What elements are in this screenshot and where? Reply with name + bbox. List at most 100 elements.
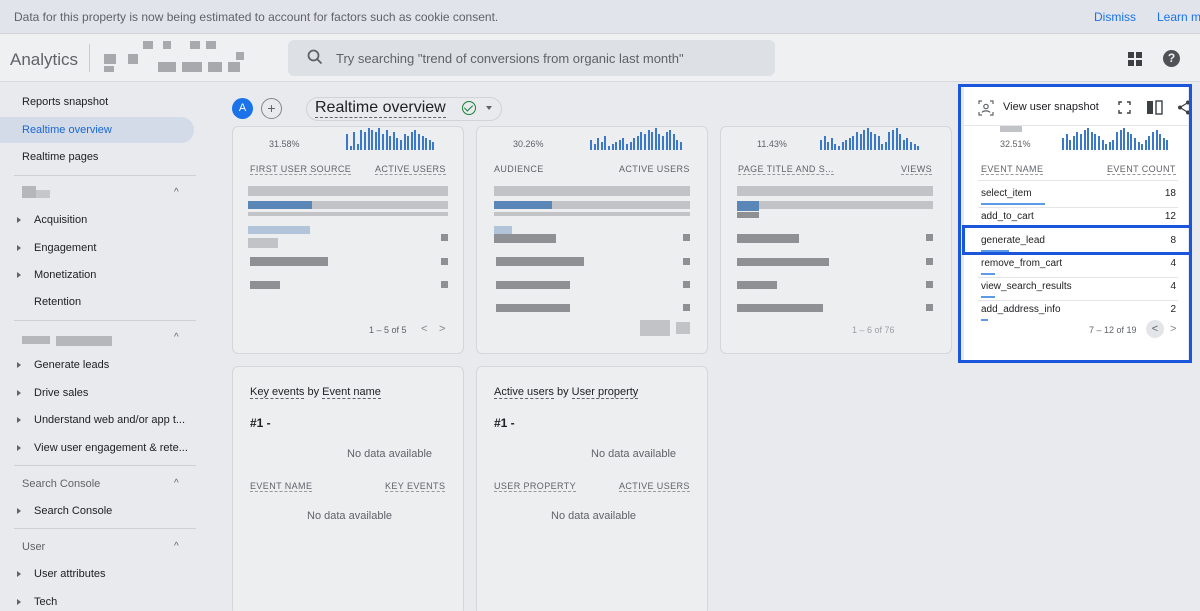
column-header[interactable]: ACTIVE USERS bbox=[619, 164, 690, 174]
sparkline-bar bbox=[644, 134, 646, 150]
sparkline-bar bbox=[1065, 134, 1068, 150]
next-page-icon[interactable]: > bbox=[439, 323, 446, 335]
sidebar-item-retention[interactable]: Retention bbox=[34, 296, 82, 308]
search-bar[interactable] bbox=[288, 40, 775, 76]
sidebar-item-generate-leads[interactable]: Generate leads bbox=[34, 359, 110, 371]
column-header[interactable]: ACTIVE USERS bbox=[619, 481, 690, 492]
column-header[interactable]: USER PROPERTY bbox=[494, 481, 577, 492]
percentage-label: 31.58% bbox=[269, 139, 300, 149]
apps-grid-icon[interactable] bbox=[1128, 52, 1142, 66]
column-header[interactable]: ACTIVE USERS bbox=[375, 164, 446, 175]
view-user-snapshot-button[interactable]: View user snapshot bbox=[1003, 101, 1099, 113]
sparkline-bar bbox=[1080, 134, 1082, 150]
search-icon bbox=[307, 49, 323, 65]
sparkline-bar bbox=[874, 134, 876, 150]
prev-page-icon[interactable]: < bbox=[421, 323, 428, 335]
sparkline-bar bbox=[680, 142, 682, 150]
event-name[interactable]: generate_lead bbox=[981, 235, 1045, 246]
sidebar-item-search-console[interactable]: Search Console bbox=[34, 505, 113, 517]
sparkline-bar bbox=[432, 142, 435, 150]
event-name[interactable]: add_address_info bbox=[981, 304, 1061, 315]
realtime-title-pill[interactable] bbox=[306, 97, 502, 121]
card-title-user-property[interactable]: Active users by User property bbox=[494, 386, 639, 399]
collapse-chevron-icon[interactable]: ^ bbox=[174, 478, 179, 489]
sparkline-bar bbox=[1134, 138, 1136, 150]
sparkline-bar bbox=[425, 138, 428, 150]
dismiss-button[interactable]: Dismiss bbox=[1094, 10, 1136, 24]
user-snapshot-icon[interactable] bbox=[978, 100, 994, 116]
sparkline-chart bbox=[820, 128, 932, 150]
sparkline-bar bbox=[902, 140, 905, 150]
sparkline-bar bbox=[665, 132, 668, 150]
sidebar-item-user-attributes[interactable]: User attributes bbox=[34, 568, 106, 580]
sidebar-item-drive-sales[interactable]: Drive sales bbox=[34, 387, 89, 399]
sidebar-item-view-user-engagement[interactable]: View user engagement & rete... bbox=[34, 442, 188, 454]
learn-more-link[interactable]: Learn m bbox=[1157, 10, 1200, 24]
column-header[interactable]: PAGE TITLE AND S... bbox=[738, 164, 834, 175]
page-title: Realtime overview bbox=[315, 99, 446, 118]
no-data-text: No data available bbox=[307, 510, 393, 522]
next-page-icon[interactable]: > bbox=[1170, 323, 1177, 335]
expand-arrow-icon[interactable] bbox=[17, 599, 21, 605]
sparkline-bar bbox=[396, 138, 399, 150]
event-count: 18 bbox=[1164, 188, 1176, 199]
app-logo[interactable]: Analytics bbox=[10, 50, 79, 69]
search-input[interactable] bbox=[336, 48, 756, 68]
sidebar-item-engagement[interactable]: Engagement bbox=[34, 242, 97, 254]
compare-columns-icon[interactable] bbox=[1146, 100, 1164, 115]
section-title-user[interactable]: User bbox=[22, 541, 46, 553]
column-header[interactable]: EVENT NAME bbox=[981, 164, 1044, 175]
column-header[interactable]: KEY EVENTS bbox=[385, 481, 446, 492]
sidebar-item-monetization[interactable]: Monetization bbox=[34, 269, 97, 281]
panel-divider bbox=[964, 125, 1188, 126]
chevron-down-icon[interactable] bbox=[486, 106, 492, 110]
event-count-bar bbox=[981, 203, 1045, 205]
expand-arrow-icon[interactable] bbox=[17, 217, 21, 223]
sidebar-item-realtime-pages[interactable]: Realtime pages bbox=[22, 151, 99, 163]
sidebar-item-realtime-overview[interactable]: Realtime overview bbox=[0, 117, 194, 143]
top-bar: Analytics ? bbox=[0, 34, 1200, 82]
add-comparison-button[interactable]: + bbox=[261, 98, 282, 119]
column-header[interactable]: EVENT NAME bbox=[250, 481, 313, 492]
expand-arrow-icon[interactable] bbox=[17, 417, 21, 423]
avatar[interactable]: A bbox=[232, 98, 253, 119]
expand-arrow-icon[interactable] bbox=[17, 445, 21, 451]
rank-label: #1 - bbox=[494, 416, 515, 430]
event-count: 4 bbox=[1170, 258, 1176, 269]
sparkline-bar bbox=[888, 132, 891, 150]
sidebar-item-acquisition[interactable]: Acquisition bbox=[34, 214, 88, 226]
event-name[interactable]: select_item bbox=[981, 188, 1032, 199]
column-header[interactable]: FIRST USER SOURCE bbox=[250, 164, 352, 175]
sparkline-bar bbox=[1105, 144, 1108, 150]
sparkline-bar bbox=[364, 132, 366, 150]
sparkline-bar bbox=[1116, 132, 1118, 150]
column-header[interactable]: AUDIENCE bbox=[494, 164, 544, 174]
sparkline-bar bbox=[403, 134, 406, 150]
sidebar-item-tech[interactable]: Tech bbox=[34, 596, 58, 608]
sparkline-bar bbox=[1094, 134, 1097, 150]
sparkline-bar bbox=[834, 144, 837, 150]
collapse-chevron-icon[interactable]: ^ bbox=[174, 541, 179, 552]
section-title-search-console[interactable]: Search Console bbox=[22, 478, 101, 490]
column-header[interactable]: VIEWS bbox=[901, 164, 933, 175]
card-title-key-events[interactable]: Key events by Event name bbox=[250, 386, 381, 399]
expand-arrow-icon[interactable] bbox=[17, 272, 21, 278]
sidebar-item-reports-snapshot[interactable]: Reports snapshot bbox=[22, 96, 109, 108]
sparkline-bar bbox=[672, 134, 675, 150]
banner-message: Data for this property is now being esti… bbox=[14, 10, 499, 24]
expand-arrow-icon[interactable] bbox=[17, 245, 21, 251]
help-icon[interactable]: ? bbox=[1163, 50, 1180, 67]
expand-arrow-icon[interactable] bbox=[17, 508, 21, 514]
column-header[interactable]: EVENT COUNT bbox=[1107, 164, 1176, 175]
expand-arrow-icon[interactable] bbox=[17, 390, 21, 396]
sidebar-item-understand-web[interactable]: Understand web and/or app t... bbox=[34, 414, 186, 426]
expand-arrow-icon[interactable] bbox=[17, 362, 21, 368]
event-name[interactable]: add_to_cart bbox=[981, 211, 1034, 222]
event-name[interactable]: view_search_results bbox=[981, 281, 1072, 292]
event-name[interactable]: remove_from_cart bbox=[981, 258, 1063, 269]
fullscreen-icon[interactable] bbox=[1118, 101, 1131, 114]
prev-page-button[interactable]: < bbox=[1146, 320, 1164, 338]
collapse-chevron-icon[interactable]: ^ bbox=[174, 187, 179, 198]
expand-arrow-icon[interactable] bbox=[17, 571, 21, 577]
collapse-chevron-icon[interactable]: ^ bbox=[174, 332, 179, 343]
